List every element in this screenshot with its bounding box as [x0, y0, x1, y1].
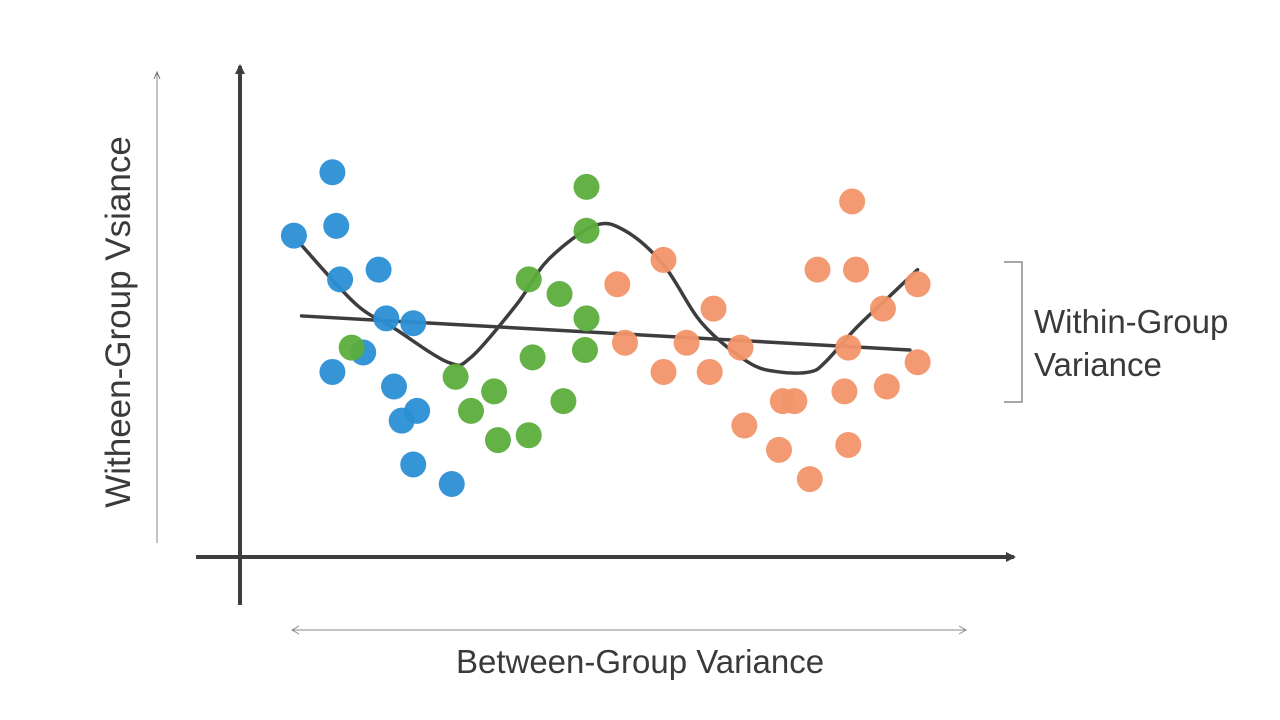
data-point [612, 329, 638, 356]
data-point [650, 358, 677, 385]
data-point [873, 373, 900, 400]
data-point [519, 344, 546, 371]
data-point [571, 337, 598, 364]
data-point [781, 388, 808, 415]
data-point [835, 334, 862, 361]
data-point [442, 363, 469, 390]
data-point [843, 256, 869, 283]
data-point [400, 310, 427, 337]
data-point [573, 173, 600, 200]
data-point [381, 373, 407, 400]
series-3 [604, 188, 931, 493]
data-point [327, 266, 354, 293]
y-axis-title: Witheen-Group Vsiance [99, 136, 138, 508]
data-point [573, 305, 600, 332]
annotation-line-1: Within-Group [1034, 303, 1228, 340]
data-point [319, 159, 346, 186]
annotation-line-2: Variance [1034, 346, 1162, 383]
data-point [323, 212, 350, 239]
data-point [835, 431, 862, 458]
series-1 [280, 159, 465, 497]
annotation-bracket [1004, 261, 1023, 403]
data-point [404, 397, 431, 424]
data-point [481, 378, 508, 405]
points-layer [280, 159, 931, 497]
data-point [604, 271, 631, 298]
data-point [869, 295, 896, 322]
series-2 [338, 173, 600, 454]
data-point [700, 295, 727, 322]
data-point [373, 305, 400, 332]
data-point [804, 256, 831, 283]
data-point [515, 422, 542, 449]
x-guide-arrowhead-left [290, 625, 300, 635]
wave-curve [299, 221, 920, 375]
data-point [484, 427, 511, 454]
curves-layer [299, 221, 920, 375]
x-guide-arrowhead-right [958, 625, 968, 635]
data-point [319, 358, 346, 385]
data-point [831, 378, 858, 405]
data-point [731, 412, 758, 439]
data-point [550, 388, 577, 415]
data-point [546, 281, 573, 308]
data-point [338, 334, 365, 361]
data-point [696, 358, 723, 385]
x-axis-title: Between-Group Variance [456, 643, 824, 680]
data-point [673, 329, 700, 356]
data-point [839, 188, 866, 215]
data-point [280, 222, 307, 249]
data-point [458, 397, 484, 424]
data-point [650, 246, 677, 273]
data-point [365, 256, 392, 283]
data-point [796, 466, 823, 493]
data-point [400, 451, 427, 478]
data-point [573, 217, 600, 244]
data-point [766, 436, 792, 463]
data-point [515, 266, 542, 293]
data-point [727, 334, 754, 361]
data-point [438, 470, 465, 497]
data-point [904, 349, 931, 376]
data-point [904, 271, 931, 298]
